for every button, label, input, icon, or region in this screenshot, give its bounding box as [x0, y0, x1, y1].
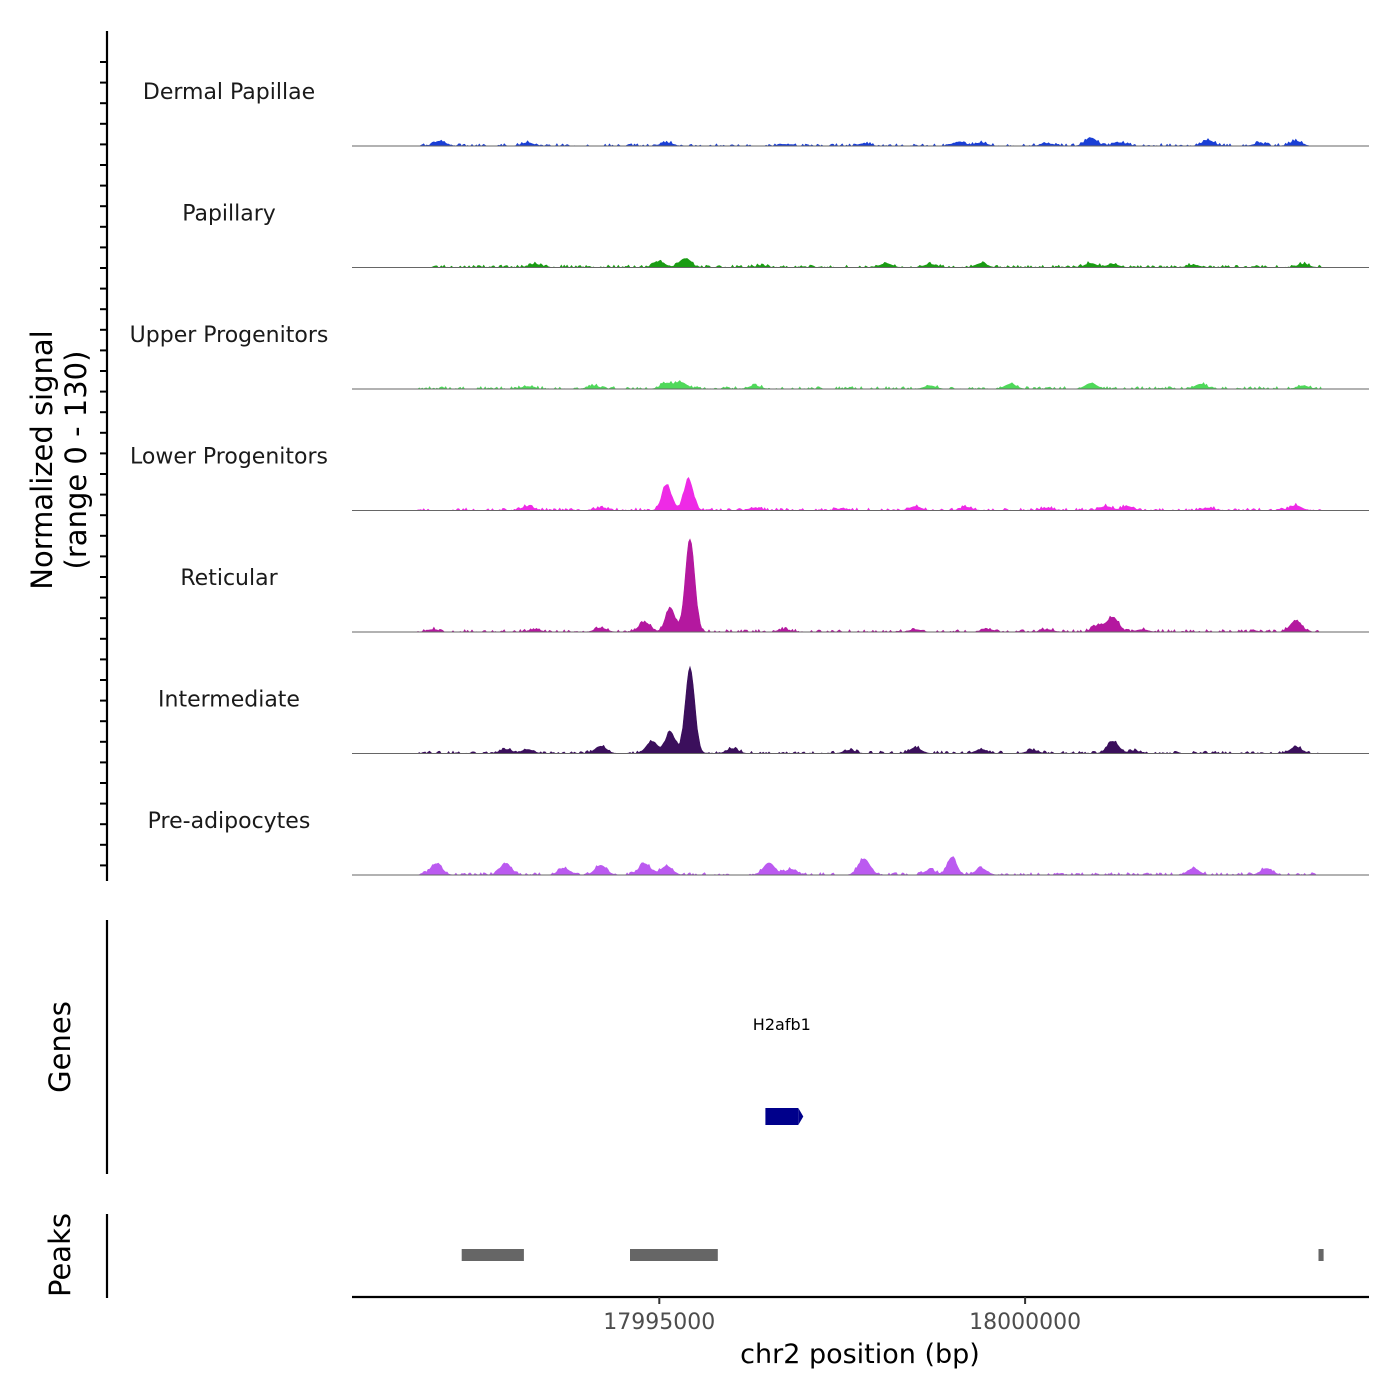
gene-strand-arrow — [798, 1108, 804, 1125]
peaks-track — [461, 1249, 1324, 1261]
coverage-tracks: Dermal Papillae Papillary Upper Progenitor… — [130, 80, 1369, 876]
x-tick-label: 18000000 — [969, 1310, 1081, 1335]
track-intermediate: Intermediate — [158, 665, 1369, 755]
track-pre-adipocytes: Pre-adipocytes — [148, 809, 1369, 876]
peak-region — [1318, 1249, 1324, 1261]
peak-region — [461, 1249, 524, 1261]
coverage-area — [417, 538, 1322, 633]
track-lower-progenitors: Lower Progenitors — [130, 445, 1369, 511]
gene-body — [765, 1108, 799, 1125]
track-label: Lower Progenitors — [130, 445, 328, 470]
peaks-panel-label: Peaks — [43, 1213, 77, 1297]
coverage-area — [417, 476, 1323, 511]
track-papillary: Papillary — [182, 202, 1369, 269]
gene-label: H2afb1 — [753, 1015, 811, 1034]
track-label: Intermediate — [158, 688, 300, 713]
track-dermal-papillae: Dermal Papillae — [143, 80, 1369, 147]
track-label: Papillary — [182, 202, 276, 227]
y-axis-title: Normalized signal — [25, 330, 59, 589]
coverage-area — [417, 856, 1322, 876]
track-reticular: Reticular — [180, 538, 1369, 633]
coverage-area — [416, 665, 1322, 755]
x-axis-ticks: 17995000 18000000 — [603, 1297, 1081, 1335]
coverage-area — [417, 137, 1322, 147]
track-upper-progenitors: Upper Progenitors — [130, 323, 1369, 390]
x-axis-title: chr2 position (bp) — [740, 1339, 980, 1370]
genes-track: H2afb1 — [753, 1015, 811, 1125]
peak-region — [630, 1249, 718, 1261]
coverage-area — [417, 258, 1322, 269]
track-label: Pre-adipocytes — [148, 809, 311, 834]
genes-panel-label: Genes — [43, 1001, 77, 1093]
coverage-y-axis-ticks — [100, 61, 107, 867]
track-label: Upper Progenitors — [130, 323, 329, 348]
coverage-area — [416, 380, 1322, 390]
x-tick-label: 17995000 — [603, 1310, 715, 1335]
y-axis-range: (range 0 - 130) — [59, 351, 93, 570]
track-label: Dermal Papillae — [143, 80, 315, 105]
track-label: Reticular — [180, 566, 278, 591]
